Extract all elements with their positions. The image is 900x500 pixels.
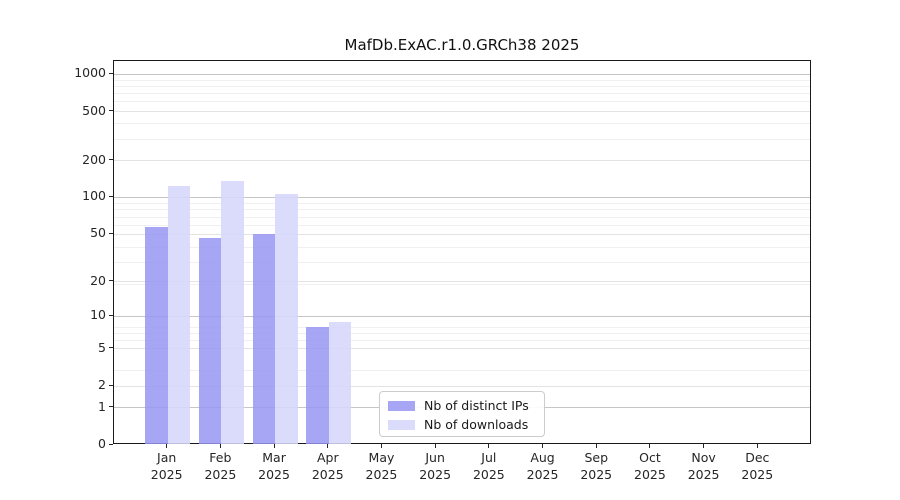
x-tick-mark-feb — [219, 444, 221, 448]
bar-downloads-feb — [221, 180, 244, 444]
gridline-2 — [114, 385, 810, 387]
gridline-20 — [114, 281, 810, 283]
legend-label: Nb of distinct IPs — [424, 398, 529, 413]
x-tick-label-feb: Feb 2025 — [204, 450, 237, 482]
x-tick-label-apr: Apr 2025 — [311, 450, 344, 482]
x-tick-mark-may — [380, 444, 382, 448]
y-tick-mark-1000 — [109, 72, 113, 74]
x-tick-label-nov: Nov 2025 — [687, 450, 720, 482]
gridline-899 — [114, 79, 810, 81]
plot-area: Nb of distinct IPs Nb of downloads — [113, 60, 811, 444]
gridline-19 — [114, 283, 810, 285]
gridline-8 — [114, 326, 810, 328]
x-tick-label-sep: Sep 2025 — [580, 450, 613, 482]
gridline-29 — [114, 262, 810, 264]
y-tick-mark-0 — [109, 443, 113, 445]
bar-downloads-jan — [167, 185, 191, 444]
x-tick-label-aug: Aug 2025 — [526, 450, 559, 482]
legend-item-ips: Nb of distinct IPs — [388, 396, 536, 415]
gridline-50 — [114, 233, 810, 235]
bar-ips-feb — [198, 238, 222, 444]
bar-ips-mar — [252, 234, 276, 444]
y-tick-mark-2 — [109, 384, 113, 386]
x-tick-mark-jul — [488, 444, 490, 448]
bar-ips-jan — [145, 227, 168, 444]
x-tick-mark-oct — [649, 444, 651, 448]
y-tick-mark-200 — [109, 159, 113, 161]
x-tick-label-mar: Mar 2025 — [258, 450, 290, 482]
gridline-10 — [114, 315, 810, 317]
y-tick-label-50: 50 — [90, 225, 106, 241]
gridline-39 — [114, 246, 810, 248]
y-tick-label-1: 1 — [98, 398, 106, 414]
y-tick-label-10: 10 — [90, 307, 106, 323]
y-tick-mark-500 — [109, 110, 113, 112]
gridline-6 — [114, 340, 810, 342]
bar-downloads-mar — [275, 193, 298, 444]
legend-rows: Nb of distinct IPs Nb of downloads — [388, 396, 536, 434]
y-tick-label-200: 200 — [82, 151, 106, 167]
legend-item-downloads: Nb of downloads — [388, 415, 536, 434]
x-tick-mark-mar — [273, 444, 275, 448]
legend-swatch-ips — [388, 400, 415, 411]
x-tick-mark-nov — [703, 444, 705, 448]
y-tick-label-20: 20 — [90, 272, 106, 288]
y-tick-mark-1 — [109, 406, 113, 408]
x-tick-mark-jun — [434, 444, 436, 448]
y-tick-label-2: 2 — [98, 377, 106, 393]
x-tick-label-may: May 2025 — [365, 450, 398, 482]
gridline-799 — [114, 85, 810, 87]
y-tick-label-500: 500 — [82, 102, 106, 118]
x-tick-label-jan: Jan 2025 — [150, 450, 183, 482]
y-tick-mark-50 — [109, 232, 113, 234]
legend-swatch-downloads — [388, 419, 415, 430]
y-tick-label-100: 100 — [82, 188, 106, 204]
legend: Nb of distinct IPs Nb of downloads — [379, 391, 545, 437]
y-tick-mark-10 — [109, 314, 113, 316]
x-tick-label-jun: Jun 2025 — [419, 450, 452, 482]
y-tick-mark-20 — [109, 280, 113, 282]
gridline-100 — [114, 196, 810, 198]
gridline-3 — [114, 370, 810, 372]
x-tick-mark-dec — [756, 444, 758, 448]
y-tick-mark-100 — [109, 195, 113, 197]
y-tick-label-1000: 1000 — [74, 65, 106, 81]
gridline-89 — [114, 203, 810, 205]
gridline-7 — [114, 332, 810, 334]
chart-title: MafDb.ExAC.r1.0.GRCh38 2025 — [344, 36, 580, 54]
gridline-69 — [114, 216, 810, 218]
gridline-699 — [114, 93, 810, 95]
y-tick-label-0: 0 — [98, 436, 106, 451]
y-tick-label-5: 5 — [98, 339, 106, 355]
x-tick-mark-aug — [542, 444, 544, 448]
gridline-59 — [114, 224, 810, 226]
gridline-200 — [114, 160, 810, 162]
x-tick-mark-jan — [166, 444, 168, 448]
bar-downloads-apr — [328, 321, 352, 444]
gridline-599 — [114, 101, 810, 103]
bar-ips-apr — [306, 327, 329, 444]
gridline-299 — [114, 138, 810, 140]
y-tick-mark-5 — [109, 347, 113, 349]
x-tick-label-oct: Oct 2025 — [634, 450, 666, 482]
gridline-500 — [114, 111, 810, 113]
x-tick-label-jul: Jul 2025 — [472, 450, 505, 482]
gridline-79 — [114, 209, 810, 211]
x-tick-mark-apr — [327, 444, 329, 448]
gridline-1000 — [114, 73, 810, 75]
x-tick-mark-sep — [595, 444, 597, 448]
legend-label: Nb of downloads — [424, 417, 529, 432]
gridline-399 — [114, 123, 810, 125]
x-tick-label-dec: Dec 2025 — [741, 450, 774, 482]
gridline-5 — [114, 348, 810, 350]
